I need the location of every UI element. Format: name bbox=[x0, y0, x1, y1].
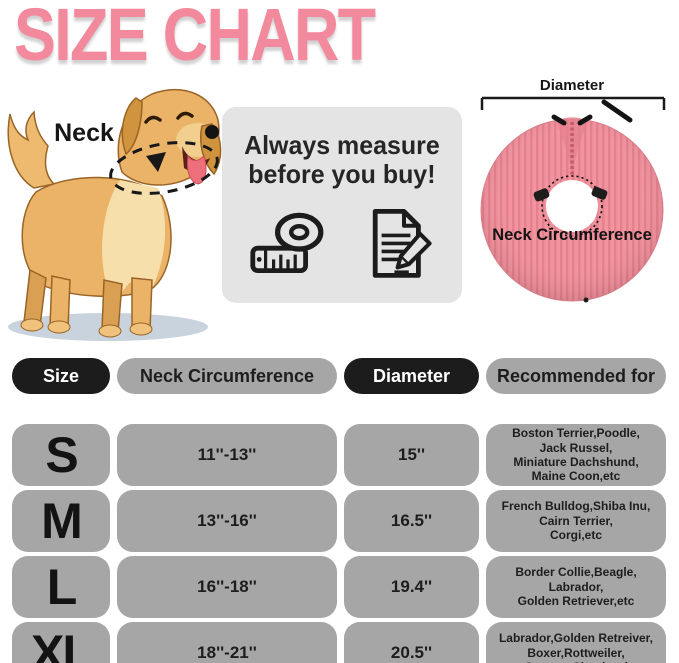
measure-reminder-text: Always measure before you buy! bbox=[244, 131, 440, 189]
diameter-label: Diameter bbox=[540, 77, 604, 94]
document-pencil-icon bbox=[372, 209, 432, 278]
measure-line2: before you buy! bbox=[248, 159, 436, 189]
recommended-for-cell: Border Collie,Beagle, Labrador, Golden R… bbox=[486, 556, 666, 618]
neck-circumference-cell: 13''-16'' bbox=[117, 490, 337, 552]
collar-illustration: Diameter Neck Circumference bbox=[470, 76, 670, 324]
measure-line1: Always measure bbox=[244, 130, 440, 160]
measure-arrow-icon bbox=[146, 152, 166, 172]
measure-reminder-box: Always measure before you buy! bbox=[222, 107, 462, 303]
header-size: Size bbox=[12, 358, 110, 394]
size-cell: S bbox=[12, 424, 110, 486]
diameter-cell: 20.5'' bbox=[344, 622, 479, 663]
page-title: SIZE CHART bbox=[14, 0, 376, 76]
recommended-for-cell: Labrador,Golden Retreiver, Boxer,Rottwei… bbox=[486, 622, 666, 663]
recommended-for-cell: Boston Terrier,Poodle, Jack Russel, Mini… bbox=[486, 424, 666, 486]
recommended-for-cell: French Bulldog,Shiba Inu, Cairn Terrier,… bbox=[486, 490, 666, 552]
dog-illustration: Neck bbox=[0, 80, 230, 350]
diameter-measure-bracket bbox=[480, 96, 666, 110]
measuring-tape-icon bbox=[250, 212, 324, 273]
header-neck-circumference: Neck Circumference bbox=[117, 358, 337, 394]
size-table: Size Neck Circumference Diameter Recomme… bbox=[12, 358, 668, 663]
header-diameter: Diameter bbox=[344, 358, 479, 394]
size-cell: XL bbox=[12, 622, 110, 663]
diameter-cell: 19.4'' bbox=[344, 556, 479, 618]
donut-collar-icon: Diameter Neck Circumference bbox=[480, 77, 666, 303]
zipper-cord-icon bbox=[601, 99, 633, 123]
golden-retriever-icon: Neck bbox=[7, 89, 222, 341]
header-recommended-for: Recommended for bbox=[486, 358, 666, 394]
size-cell: M bbox=[12, 490, 110, 552]
size-cell: L bbox=[12, 556, 110, 618]
neck-circumference-label: Neck Circumference bbox=[492, 226, 652, 244]
neck-circumference-cell: 18''-21'' bbox=[117, 622, 337, 663]
neck-circumference-cell: 16''-18'' bbox=[117, 556, 337, 618]
diameter-cell: 15'' bbox=[344, 424, 479, 486]
collar-neck-hole bbox=[546, 180, 598, 232]
neck-label: Neck bbox=[54, 119, 114, 147]
diameter-cell: 16.5'' bbox=[344, 490, 479, 552]
neck-measure-dashed-line bbox=[109, 141, 219, 195]
neck-circumference-cell: 11''-13'' bbox=[117, 424, 337, 486]
